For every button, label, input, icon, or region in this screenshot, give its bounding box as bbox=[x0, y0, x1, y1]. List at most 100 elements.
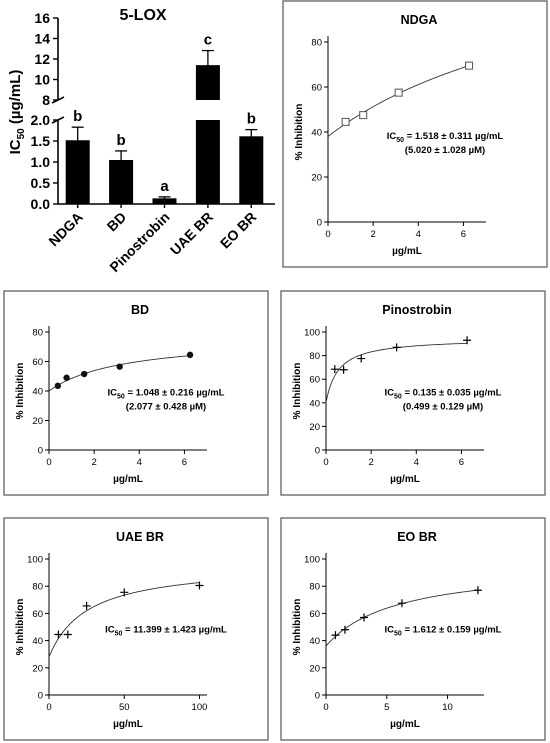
y-axis-label: % Inhibition bbox=[15, 363, 26, 420]
y-tick-label: 16 bbox=[34, 10, 50, 26]
y-tick-label: 60 bbox=[311, 83, 322, 94]
y-tick-label: 0 bbox=[38, 691, 43, 702]
x-tick-label: 100 bbox=[192, 702, 208, 713]
category-label: UAE BR bbox=[167, 209, 216, 258]
y-tick-label: 100 bbox=[27, 555, 43, 566]
data-point bbox=[63, 630, 72, 639]
x-tick-label: 5 bbox=[384, 702, 389, 713]
x-axis-label: µg/mL bbox=[392, 246, 422, 257]
y-tick-label: 2.0 bbox=[31, 112, 51, 128]
y-tick-label: 40 bbox=[32, 387, 43, 398]
bar bbox=[239, 136, 264, 204]
panel-frame bbox=[280, 517, 546, 741]
significance-letter: b bbox=[117, 132, 126, 149]
chart-title: 5-LOX bbox=[119, 7, 166, 24]
fit-curve bbox=[325, 589, 478, 647]
ic50-annotation: IC50 = 11.399 ± 1.423 µg/mL bbox=[105, 624, 227, 637]
y-tick-label: 20 bbox=[309, 663, 320, 674]
y-tick-label: 40 bbox=[311, 128, 322, 139]
y-axis-label: % Inhibition bbox=[292, 599, 303, 656]
category-label: BD bbox=[104, 209, 130, 235]
y-tick-label: 0 bbox=[315, 446, 320, 457]
y-tick-label: 20 bbox=[32, 663, 43, 674]
x-tick-label: 4 bbox=[416, 229, 421, 240]
bar bbox=[195, 120, 220, 204]
data-point bbox=[465, 61, 474, 70]
y-tick-label: 80 bbox=[309, 582, 320, 593]
data-point bbox=[186, 351, 194, 359]
panel-frame bbox=[3, 290, 269, 496]
pinostrobin-panel: Pinostrobin 0 20 40 60 80 100 0 2 4 6 µg/mL % Inhibi… bbox=[280, 290, 546, 496]
data-point bbox=[330, 365, 339, 374]
data-point bbox=[341, 117, 350, 126]
panel-title: Pinostrobin bbox=[382, 303, 451, 317]
panel-title: BD bbox=[131, 303, 149, 317]
y-tick-label: 80 bbox=[32, 328, 43, 339]
ic50-annotation: IC50 = 1.518 ± 0.311 µg/mL bbox=[387, 131, 504, 144]
y-tick-label: 1.5 bbox=[31, 133, 51, 149]
panel-frame bbox=[282, 0, 548, 268]
ic50-molar: (5.020 ± 1.028 µM) bbox=[405, 145, 485, 156]
x-axis-label: µg/mL bbox=[390, 719, 420, 730]
y-tick-label: 100 bbox=[304, 555, 320, 566]
x-tick-label: 2 bbox=[91, 457, 96, 468]
data-point bbox=[331, 631, 340, 640]
x-tick-label: 4 bbox=[414, 457, 419, 468]
y-tick-label: 0 bbox=[315, 691, 320, 702]
bd-panel: BD 0 20 40 60 80 0 2 4 6 µg/mL % Inhibition IC50 = 1… bbox=[3, 290, 269, 496]
data-point bbox=[397, 599, 406, 608]
y-tick-label: 60 bbox=[309, 609, 320, 620]
y-tick-label: 0.5 bbox=[31, 175, 51, 191]
y-tick-label: 40 bbox=[309, 636, 320, 647]
y-tick-label: 10 bbox=[34, 72, 50, 88]
y-tick-label: 20 bbox=[32, 416, 43, 427]
y-tick-label: 0 bbox=[317, 218, 322, 229]
ic50-annotation: IC50 = 0.135 ± 0.035 µg/mL bbox=[385, 388, 502, 401]
x-axis-label: µg/mL bbox=[390, 474, 420, 485]
bar-chart: 5-LOX IC50 (µg/mL) 0.0 0.5 1.0 1.5 2.0 8 10 12 14 1… bbox=[7, 7, 275, 275]
y-tick-label: 60 bbox=[32, 609, 43, 620]
y-tick-label: 40 bbox=[309, 398, 320, 409]
y-tick-label: 80 bbox=[32, 582, 43, 593]
data-point bbox=[340, 625, 349, 634]
significance-letter: c bbox=[204, 32, 212, 49]
eo-br-panel: EO BR 0 20 40 60 80 100 0 5 10 µg/mL % Inhibition IC… bbox=[280, 517, 546, 741]
x-tick-label: 10 bbox=[442, 702, 453, 713]
data-point bbox=[394, 88, 403, 97]
x-axis-label: µg/mL bbox=[113, 474, 143, 485]
x-tick-label: 6 bbox=[182, 457, 187, 468]
x-tick-label: 0 bbox=[325, 229, 330, 240]
y-tick-label: 60 bbox=[32, 357, 43, 368]
x-axis-label: µg/mL bbox=[113, 719, 143, 730]
data-point bbox=[359, 111, 368, 120]
y-tick-label: 0.0 bbox=[31, 196, 51, 212]
x-tick-label: 0 bbox=[46, 457, 51, 468]
y-tick-label: 14 bbox=[34, 31, 50, 47]
fit-curve bbox=[48, 582, 200, 658]
significance-letter: b bbox=[73, 108, 82, 125]
y-tick-label: 12 bbox=[34, 51, 50, 67]
y-tick-label: 8 bbox=[42, 92, 50, 108]
x-tick-label: 2 bbox=[370, 229, 375, 240]
data-point bbox=[473, 586, 482, 595]
ic50-annotation: IC50 = 1.048 ± 0.216 µg/mL bbox=[108, 388, 225, 401]
panel-title: NDGA bbox=[401, 13, 438, 27]
x-tick-label: 2 bbox=[368, 457, 373, 468]
uae-br-panel: UAE BR 0 20 40 60 80 100 0 50 100 µg/mL % Inhibitio… bbox=[3, 517, 269, 741]
data-point bbox=[195, 581, 204, 590]
ndga-panel: NDGA 0 20 40 60 80 0 2 4 6 µg/mL % Inhibition IC50 =… bbox=[282, 0, 548, 268]
ic50-molar: (2.077 ± 0.428 µM) bbox=[126, 402, 206, 413]
x-tick-label: 50 bbox=[119, 702, 130, 713]
fit-curve bbox=[48, 355, 191, 392]
data-point bbox=[82, 601, 91, 610]
data-point bbox=[360, 613, 369, 622]
y-tick-label: 60 bbox=[309, 375, 320, 386]
y-tick-label: 0 bbox=[38, 446, 43, 457]
data-point bbox=[116, 363, 123, 370]
significance-letter: a bbox=[160, 178, 169, 195]
data-point bbox=[120, 588, 129, 597]
y-tick-label: 20 bbox=[309, 422, 320, 433]
fit-curve bbox=[327, 65, 470, 137]
y-tick-label: 20 bbox=[311, 173, 322, 184]
y-axis-label: % Inhibition bbox=[292, 363, 303, 420]
